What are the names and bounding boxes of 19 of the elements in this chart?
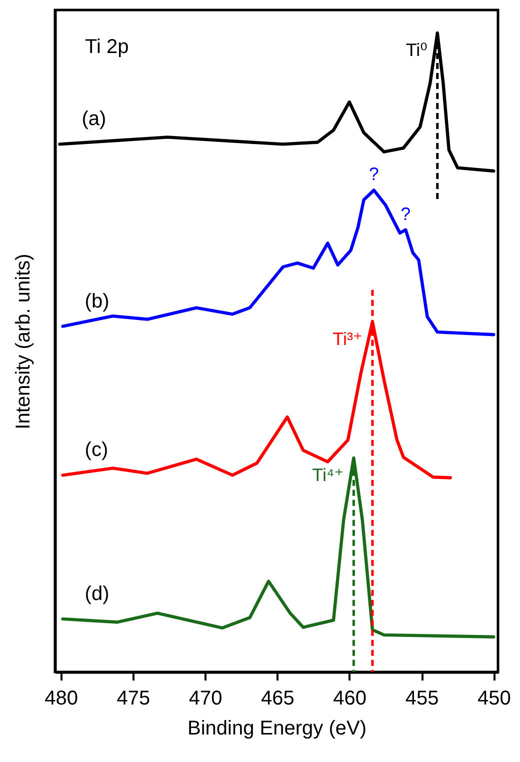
annotation: ? bbox=[400, 204, 411, 224]
annotation: Ti⁰ bbox=[406, 40, 428, 60]
x-tick-label: 450 bbox=[477, 688, 511, 710]
series-label: (c) bbox=[84, 439, 108, 462]
x-tick-label: 475 bbox=[116, 688, 150, 710]
annotation: Ti 2p bbox=[85, 36, 129, 58]
annotation: Ti³⁺ bbox=[332, 328, 362, 349]
x-tick-label: 465 bbox=[261, 688, 294, 710]
series-label: (a) bbox=[82, 108, 106, 130]
x-tick-label: 455 bbox=[405, 688, 439, 710]
series-label: (b) bbox=[84, 290, 110, 312]
annotation: Ti⁴⁺ bbox=[312, 464, 344, 485]
annotation: ? bbox=[368, 164, 379, 184]
series-label: (d) bbox=[84, 582, 110, 605]
y-axis-title: Intensity (arb. units) bbox=[12, 254, 34, 430]
x-tick-label: 460 bbox=[333, 688, 367, 710]
x-tick-label: 470 bbox=[188, 688, 222, 710]
x-tick-label: 480 bbox=[44, 688, 78, 710]
x-axis-title: Binding Energy (eV) bbox=[188, 718, 366, 740]
